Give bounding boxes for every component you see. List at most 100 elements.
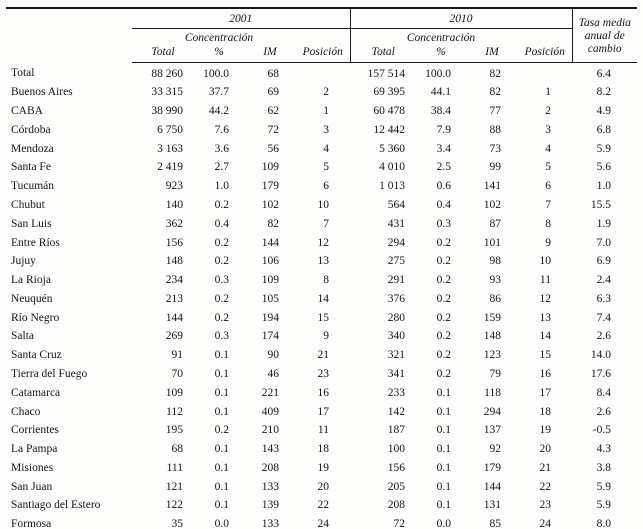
total-2010-value: 69 395: [373, 86, 405, 99]
total-2001-value: 70: [171, 368, 184, 380]
posicion-2010-value: 12: [539, 292, 552, 305]
tasa-value: 14.0: [590, 349, 611, 362]
percent-2001-value: 7.6: [214, 123, 229, 136]
posicion-2001-value: 14: [317, 292, 330, 305]
province-name: Total: [11, 67, 35, 80]
im-2010-header: IM: [466, 44, 518, 63]
total-2001-value: 269: [165, 330, 183, 343]
percent-2001-value: 0.2: [214, 292, 229, 305]
posicion-2010-value: 15: [539, 349, 552, 362]
im-2001-value: 105: [261, 292, 279, 305]
percent-2010-value: 0.2: [436, 274, 451, 287]
province-name: Santiago del Estero: [11, 499, 101, 512]
table-row: Chaco 112 0.1 409 17 142 0.1 294 18 2.6: [6, 402, 637, 421]
posicion-2010-value: 11: [539, 274, 551, 287]
posicion-2001-value: 20: [317, 480, 330, 493]
im-2010-value: 86: [489, 292, 502, 305]
table-row: Santa Fe 2 419 2.7 109 5 4 010 2.5 99 5 5.6: [6, 158, 637, 177]
im-2010-value: 87: [489, 217, 502, 230]
im-2010-value: 137: [483, 424, 501, 437]
total-2001-value: 213: [165, 292, 183, 305]
im-2010-value: 131: [483, 499, 501, 512]
total-2001-value: 156: [165, 236, 183, 249]
total-2001-value: 68: [171, 443, 184, 456]
percent-2010-value: 2.5: [436, 161, 451, 174]
percent-2001-value: 0.1: [214, 461, 229, 474]
im-2001-value: 194: [261, 311, 279, 324]
tasa-value: 5.9: [596, 499, 611, 512]
table-row: Corrientes 195 0.2 210 11 187 0.1 137 19 -0.5: [6, 421, 637, 440]
total-2001-value: 3 163: [157, 142, 183, 155]
total-2010-value: 376: [387, 292, 405, 305]
percent-2001-value: 0.1: [214, 386, 229, 399]
table-row: Río Negro 144 0.2 194 15 280 0.2 159 13 7.4: [6, 308, 637, 327]
province-name: Chubut: [11, 198, 45, 211]
im-2010-value: 159: [483, 311, 501, 324]
percent-2001-header: %: [194, 44, 244, 63]
spacer-cell: [349, 28, 416, 44]
table-row: Tierra del Fuego 70 0.1 46 23 341 0.2 79 16 17.6: [6, 365, 637, 384]
percent-2001-value: 0.3: [214, 330, 229, 343]
percent-2001-value: 0.2: [214, 236, 229, 249]
total-2010-value: 187: [387, 424, 405, 437]
year-2001-header: 2001: [132, 8, 350, 29]
province-name: San Luis: [11, 217, 52, 230]
posicion-2010-value: 16: [539, 368, 552, 380]
tasa-value: 7.0: [596, 236, 611, 249]
tasa-value: 6.8: [596, 123, 611, 136]
im-2001-value: 133: [261, 480, 279, 493]
percent-2001-value: 1.0: [214, 180, 229, 193]
province-name: Salta: [11, 330, 34, 343]
percent-2010-value: 3.4: [436, 142, 451, 155]
posicion-2010-value: 19: [539, 424, 552, 437]
percent-2001-value: 0.2: [214, 255, 229, 268]
province-name: Catamarca: [11, 386, 61, 399]
tasa-value: 17.6: [590, 368, 611, 380]
total-2010-value: 157 514: [367, 67, 405, 80]
im-2001-value: 143: [261, 443, 279, 456]
posicion-2010-value: 13: [539, 311, 552, 324]
percent-2010-value: 0.3: [436, 217, 451, 230]
table-row: San Juan 121 0.1 133 20 205 0.1 144 22 5.9: [6, 477, 637, 496]
table-row: Jujuy 148 0.2 106 13 275 0.2 98 10 6.9: [6, 252, 637, 271]
name-column-header: [6, 8, 132, 63]
im-2001-value: 179: [261, 180, 279, 193]
posicion-2010-value: 20: [539, 443, 552, 456]
total-2001-value: 144: [165, 311, 183, 324]
percent-2001-value: 0.1: [214, 349, 229, 362]
posicion-2010-value: 10: [539, 255, 552, 268]
total-2010-value: 60 478: [373, 105, 405, 118]
im-2010-value: 79: [489, 368, 502, 380]
percent-2001-value: 0.1: [214, 368, 229, 380]
posicion-2001-value: 15: [317, 311, 330, 324]
percent-2010-value: 44.1: [430, 86, 451, 99]
percent-2010-value: 0.2: [436, 255, 451, 268]
total-2001-value: 923: [165, 180, 183, 193]
table-header: 2001 2010 Tasa media anual de cambio Con…: [6, 8, 637, 63]
total-2010-value: 340: [387, 330, 405, 343]
total-2001-value: 35: [171, 518, 184, 529]
posicion-2001-value: [296, 63, 350, 83]
percent-2001-value: 0.1: [214, 443, 229, 456]
table-body: Total 88 260 100.0 68 157 514 100.0 82 6.4 Bueno…: [6, 63, 637, 529]
total-2010-value: 341: [387, 368, 405, 380]
tasa-value: 15.5: [590, 198, 611, 211]
province-name: La Pampa: [11, 443, 58, 456]
posicion-2001-value: 6: [323, 180, 329, 193]
percent-2001-value: 37.7: [208, 86, 229, 99]
percent-2001-value: 0.0: [214, 518, 229, 529]
posicion-2010-value: [518, 63, 572, 83]
total-2001-value: 234: [165, 274, 183, 287]
total-2010-value: 431: [387, 217, 405, 230]
posicion-2010-value: 18: [539, 405, 552, 418]
total-2010-value: 564: [387, 198, 405, 211]
table-row: Mendoza 3 163 3.6 56 4 5 360 3.4 73 4 5.9: [6, 139, 637, 158]
total-2001-value: 38 990: [151, 105, 183, 118]
table-row: La Rioja 234 0.3 109 8 291 0.2 93 11 2.4: [6, 271, 637, 290]
concentracion-header-row: Concentración Concentración: [6, 28, 637, 44]
province-name: Tierra del Fuego: [11, 368, 88, 380]
percent-2010-value: 7.9: [436, 123, 451, 136]
total-2010-value: 72: [393, 518, 406, 529]
table-row: La Pampa 68 0.1 143 18 100 0.1 92 20 4.3: [6, 440, 637, 459]
